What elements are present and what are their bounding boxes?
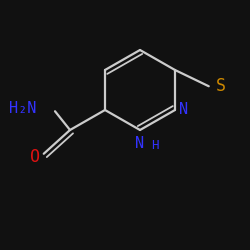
Text: S: S bbox=[216, 77, 226, 95]
Text: O: O bbox=[30, 148, 40, 166]
Text: H₂N: H₂N bbox=[9, 101, 36, 116]
Text: N: N bbox=[179, 102, 188, 118]
Text: H: H bbox=[151, 139, 159, 152]
Text: N: N bbox=[136, 136, 144, 151]
